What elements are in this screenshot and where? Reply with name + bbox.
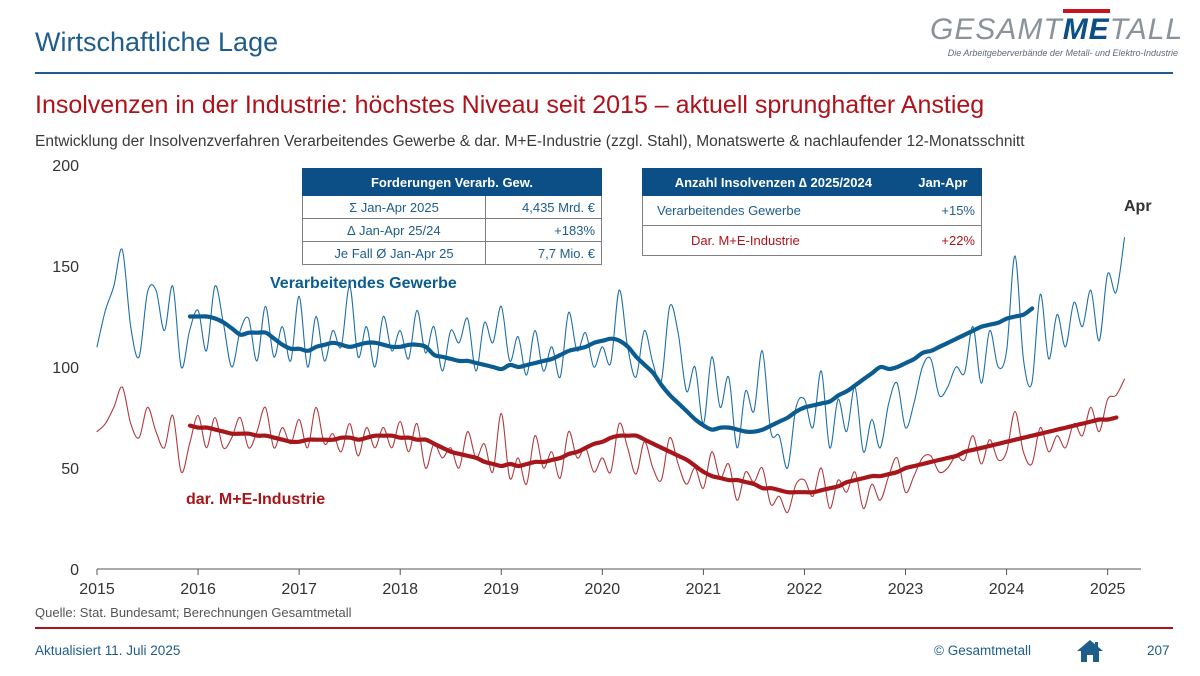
logo-tagline: Die Arbeitgeberverbände der Metall- und … <box>947 48 1178 58</box>
x-tick-label: 2015 <box>79 581 115 598</box>
subtitle: Entwicklung der Insolvenzverfahren Verar… <box>35 133 1025 150</box>
gesamtmetall-logo[interactable]: GESAMTMETALL Die Arbeitgeberverbände der… <box>930 9 1182 58</box>
table-row: Je Fall Ø Jan-Apr 25 7,7 Mio. € <box>302 241 602 265</box>
table-cell-value: +15% <box>904 195 982 226</box>
y-tick-label: 50 <box>61 461 79 478</box>
annotation-apr: Apr <box>1124 198 1152 215</box>
copyright: © Gesamtmetall <box>934 643 1031 658</box>
table-cell-value: +183% <box>485 218 602 242</box>
source-note: Quelle: Stat. Bundesamt; Berechnungen Ge… <box>35 605 352 620</box>
x-tick-label: 2017 <box>281 581 317 598</box>
header-divider <box>35 72 1173 74</box>
table-row: ∆ Jan-Apr 25/24 +183% <box>302 218 602 242</box>
table-cell-value: +22% <box>904 225 982 256</box>
table-row: Verarbeitendes Gewerbe +15% <box>642 195 982 226</box>
x-tick-label: 2018 <box>382 581 418 598</box>
x-tick-label: 2019 <box>483 581 519 598</box>
table-anzahl-header: Anzahl Insolvenzen ∆ 2025/2024 <box>642 168 905 196</box>
home-button[interactable] <box>1076 638 1104 664</box>
page-number: 207 <box>1147 643 1170 658</box>
table-forderungen-header: Forderungen Verarb. Gew. <box>302 168 602 196</box>
table-cell-value: 7,7 Mio. € <box>485 241 602 265</box>
series-line-1 <box>187 306 1035 434</box>
y-tick-label: 100 <box>52 360 79 377</box>
x-tick-label: 2024 <box>989 581 1025 598</box>
table-cell-label: Dar. M+E-Industrie <box>642 225 905 256</box>
y-tick-label: 0 <box>70 562 79 579</box>
logo-wordmark: GESAMTMETALL <box>930 9 1182 46</box>
x-tick-label: 2022 <box>787 581 823 598</box>
series-label-me-industrie: dar. M+E-Industrie <box>186 491 325 508</box>
table-forderungen: Forderungen Verarb. Gew. Σ Jan-Apr 2025 … <box>302 168 602 265</box>
series-line-0 <box>96 237 1126 469</box>
x-tick-label: 2021 <box>686 581 722 598</box>
x-tick-label: 2025 <box>1090 581 1126 598</box>
table-cell-value: 4,435 Mrd. € <box>485 195 602 219</box>
section-title: Wirtschaftliche Lage <box>35 27 279 57</box>
table-cell-label: Verarbeitendes Gewerbe <box>642 195 905 226</box>
y-tick-label: 150 <box>52 259 79 276</box>
y-tick-label: 200 <box>52 158 79 175</box>
table-row: Σ Jan-Apr 2025 4,435 Mrd. € <box>302 195 602 219</box>
table-row: Dar. M+E-Industrie +22% <box>642 225 982 256</box>
table-cell-label: ∆ Jan-Apr 25/24 <box>302 218 486 242</box>
table-cell-label: Je Fall Ø Jan-Apr 25 <box>302 241 486 265</box>
headline: Insolvenzen in der Industrie: höchstes N… <box>35 91 985 119</box>
logo-prefix: GESAMT <box>930 13 1063 46</box>
x-tick-label: 2023 <box>888 581 924 598</box>
series-line-3 <box>187 415 1119 495</box>
logo-suffix: TALL <box>1109 13 1184 46</box>
series-label-verarbeitendes-gewerbe: Verarbeitendes Gewerbe <box>270 275 457 292</box>
x-tick-label: 2020 <box>585 581 621 598</box>
updated-date: Aktualisiert 11. Juli 2025 <box>35 643 181 658</box>
logo-highlight: ME <box>1062 9 1110 46</box>
footer-divider <box>35 627 1173 629</box>
table-anzahl-insolvenzen: Anzahl Insolvenzen ∆ 2025/2024 Jan-Apr V… <box>642 168 983 256</box>
x-tick-label: 2016 <box>180 581 216 598</box>
home-icon <box>1077 640 1103 662</box>
table-cell-label: Σ Jan-Apr 2025 <box>302 195 486 219</box>
table-anzahl-header-period: Jan-Apr <box>903 168 983 196</box>
